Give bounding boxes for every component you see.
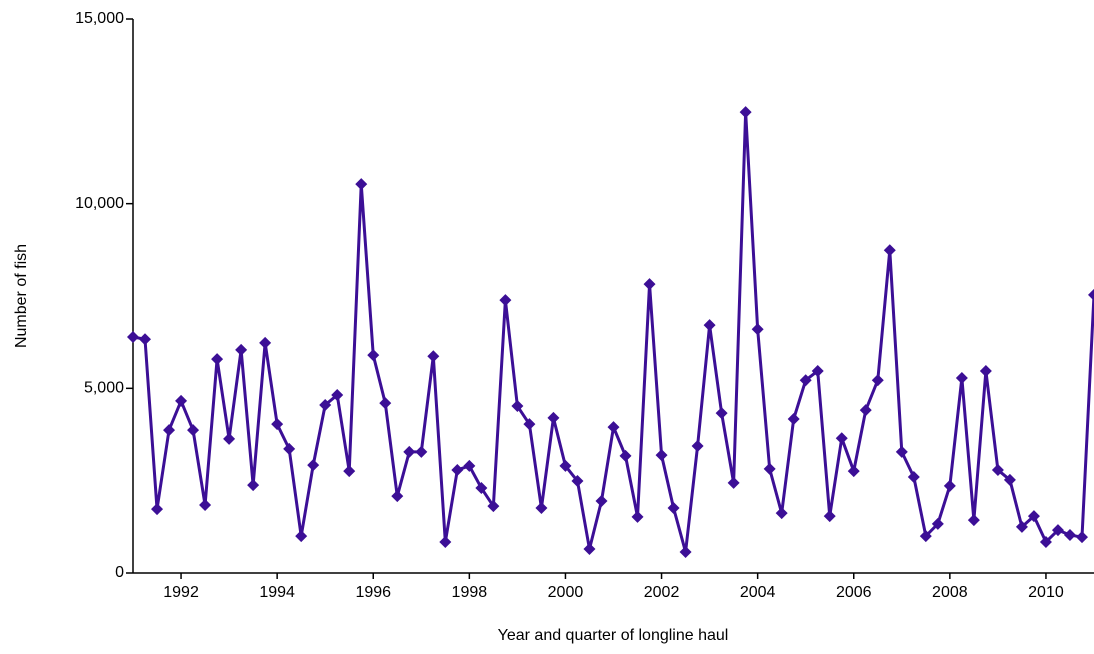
- data-point: [1003, 473, 1016, 486]
- x-tick-label: 2008: [932, 584, 968, 601]
- data-point: [847, 465, 860, 478]
- data-point: [415, 445, 428, 458]
- data-point: [427, 350, 440, 363]
- data-point: [715, 407, 728, 420]
- data-point: [163, 424, 176, 437]
- data-point: [355, 178, 368, 191]
- data-point: [931, 517, 944, 530]
- data-point: [907, 470, 920, 483]
- x-tick-label: 1998: [452, 584, 488, 601]
- data-point: [871, 374, 884, 387]
- data-point: [283, 442, 296, 455]
- data-point: [631, 510, 644, 523]
- data-point: [787, 412, 800, 425]
- data-point: [619, 449, 632, 462]
- data-point: [1088, 288, 1094, 301]
- data-point: [463, 459, 476, 472]
- data-point: [967, 514, 980, 527]
- data-point: [247, 479, 260, 492]
- data-point: [559, 459, 572, 472]
- data-point: [511, 400, 524, 413]
- data-point: [991, 463, 1004, 476]
- data-point: [343, 465, 356, 478]
- data-point: [571, 475, 584, 488]
- data-point: [367, 349, 380, 362]
- data-point: [643, 278, 656, 291]
- x-tick-label: 2010: [1028, 584, 1064, 601]
- y-tick-label: 15,000: [75, 10, 124, 27]
- data-point: [811, 364, 824, 377]
- x-tick-label: 2004: [740, 584, 776, 601]
- data-point: [1075, 531, 1088, 544]
- data-point: [895, 445, 908, 458]
- y-tick-label: 5,000: [84, 380, 124, 397]
- data-point: [151, 503, 164, 516]
- data-point: [1051, 524, 1064, 537]
- data-point: [595, 494, 608, 507]
- data-point: [775, 507, 788, 520]
- x-tick-label: 1996: [355, 584, 391, 601]
- data-point: [235, 343, 248, 356]
- data-point: [607, 421, 620, 434]
- data-point: [739, 106, 752, 119]
- data-point: [1027, 510, 1040, 523]
- data-point: [451, 463, 464, 476]
- data-point: [799, 374, 812, 387]
- data-point: [979, 364, 992, 377]
- data-point: [823, 510, 836, 523]
- data-point: [139, 333, 152, 346]
- data-point: [259, 336, 272, 349]
- data-point: [307, 459, 320, 472]
- data-point: [439, 535, 452, 548]
- data-point: [955, 371, 968, 384]
- data-point: [835, 432, 848, 445]
- x-axis-label: Year and quarter of longline haul: [498, 627, 729, 644]
- data-point: [583, 542, 596, 555]
- x-tick-label: 2006: [836, 584, 872, 601]
- data-point: [943, 479, 956, 492]
- data-point: [691, 439, 704, 452]
- x-tick-label: 2002: [644, 584, 680, 601]
- data-point: [679, 545, 692, 558]
- data-point: [535, 501, 548, 514]
- data-point: [919, 530, 932, 543]
- data-point: [331, 388, 344, 401]
- data-point: [391, 490, 404, 503]
- data-point: [295, 530, 308, 543]
- data-point: [271, 418, 284, 431]
- x-tick-label: 1992: [163, 584, 199, 601]
- y-tick-label: 0: [115, 564, 124, 581]
- data-point: [379, 397, 392, 410]
- data-point: [1039, 535, 1052, 548]
- x-tick-label: 1994: [259, 584, 295, 601]
- data-point: [547, 411, 560, 424]
- y-axis-label: Number of fish: [13, 244, 30, 348]
- data-point: [211, 353, 224, 366]
- data-point: [523, 418, 536, 431]
- data-point: [487, 500, 500, 513]
- data-point: [187, 424, 200, 437]
- y-tick-label: 10,000: [75, 195, 124, 212]
- data-point: [859, 404, 872, 417]
- data-point: [403, 445, 416, 458]
- data-point: [703, 319, 716, 332]
- data-point: [655, 449, 668, 462]
- data-point: [223, 432, 236, 445]
- data-point: [319, 398, 332, 411]
- data-point: [475, 482, 488, 495]
- data-point: [499, 294, 512, 307]
- data-point: [883, 244, 896, 257]
- data-point: [751, 323, 764, 336]
- data-point: [127, 330, 139, 343]
- data-point: [1015, 520, 1028, 533]
- data-point: [1063, 528, 1076, 541]
- data-point: [763, 462, 776, 475]
- data-point: [727, 476, 740, 489]
- data-point: [199, 499, 212, 512]
- data-point: [667, 501, 680, 514]
- data-point: [175, 394, 188, 407]
- x-tick-label: 2000: [548, 584, 584, 601]
